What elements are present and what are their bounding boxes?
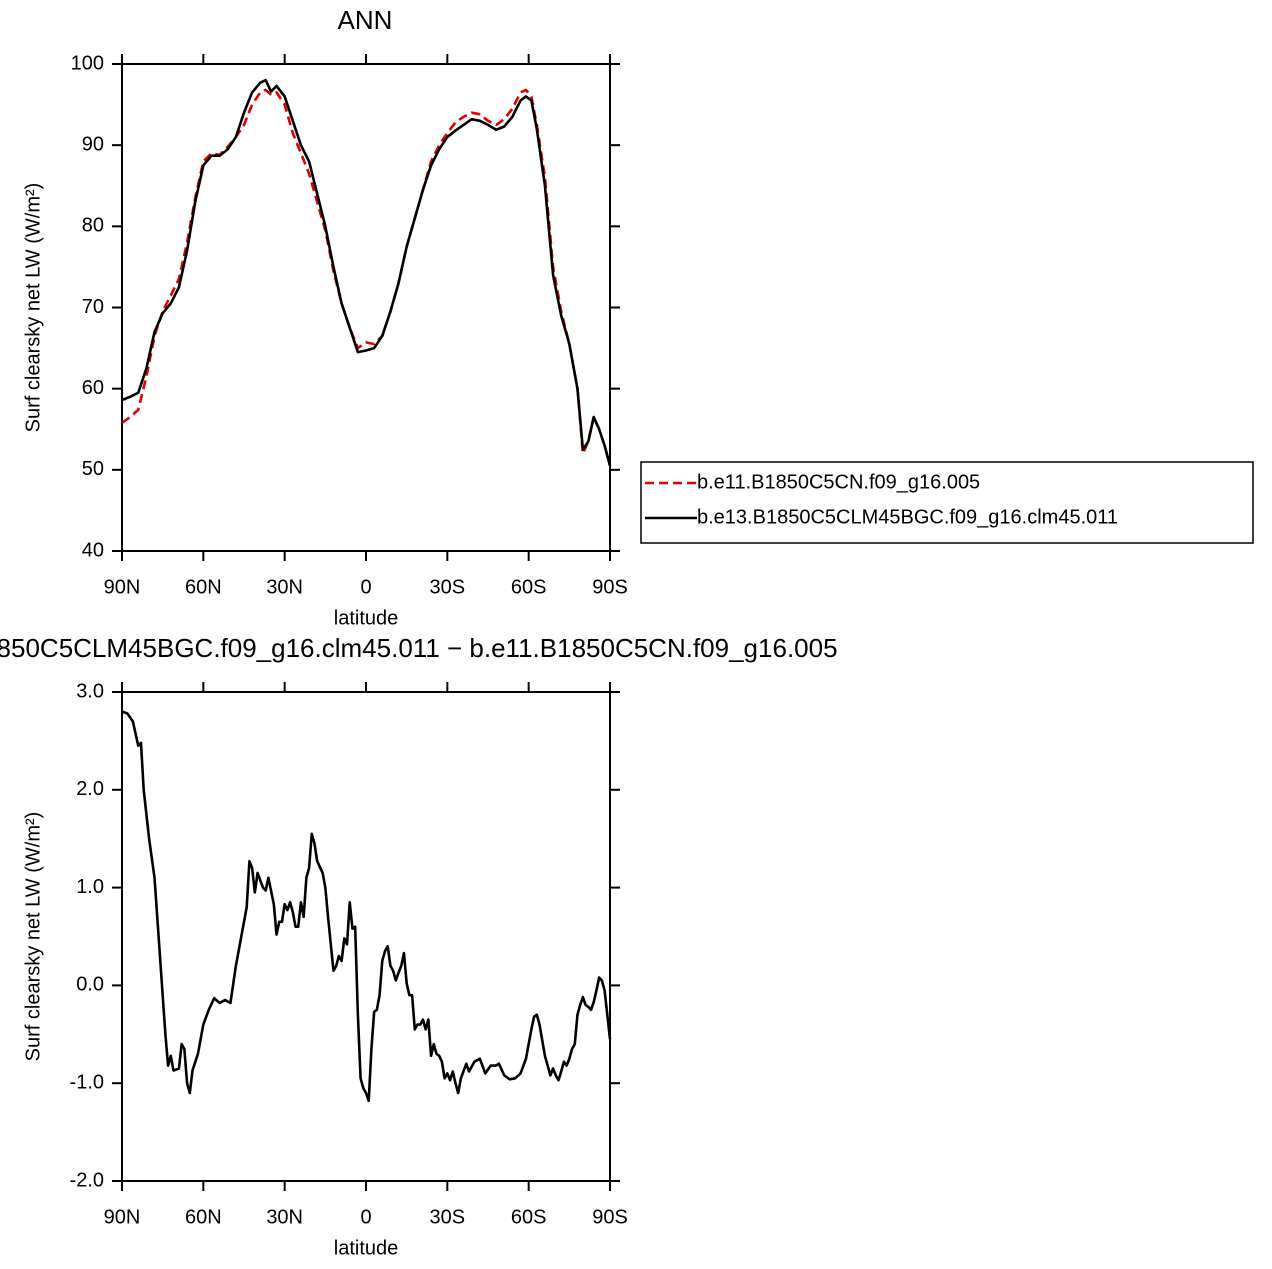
- x-tick-label: 60N: [185, 576, 222, 598]
- plot-frame: [121, 691, 611, 1182]
- y-tick-label: 0.0: [76, 974, 104, 996]
- y-tick-label: -2.0: [70, 1169, 104, 1191]
- x-tick-label: 0: [360, 576, 371, 598]
- y-tick-label: 3.0: [76, 680, 104, 702]
- y-tick-label: 90: [82, 133, 104, 155]
- y-axis-title: Surf clearsky net LW (W/m²): [22, 183, 44, 433]
- chart-title: ANN: [338, 5, 393, 35]
- x-axis-title: latitude: [334, 1237, 399, 1259]
- x-tick-label: 60S: [511, 576, 547, 598]
- y-axis-title: Surf clearsky net LW (W/m²): [22, 812, 44, 1062]
- y-tick-label: 80: [82, 215, 104, 237]
- chart-title: b.e13.B1850C5CLM45BGC.f09_g16.clm45.011 …: [0, 633, 838, 663]
- y-tick-label: 40: [82, 539, 104, 561]
- x-tick-label: 90N: [104, 1206, 141, 1228]
- legend-label: b.e11.B1850C5CN.f09_g16.005: [697, 471, 980, 493]
- x-tick-label: 90S: [592, 1206, 628, 1228]
- x-tick-label: 30N: [266, 576, 303, 598]
- data-line: [121, 78, 612, 467]
- x-tick-label: 0: [360, 1206, 371, 1228]
- x-axis-title: latitude: [334, 607, 399, 629]
- x-tick-label: 90S: [592, 576, 628, 598]
- y-tick-label: 1.0: [76, 876, 104, 898]
- y-tick-label: 100: [71, 52, 104, 74]
- data-line: [121, 710, 612, 1103]
- x-tick-label: 30S: [430, 576, 466, 598]
- y-tick-label: 70: [82, 296, 104, 318]
- x-tick-label: 90N: [104, 576, 141, 598]
- legend-box: [640, 461, 1254, 544]
- legend-label: b.e13.B1850C5CLM45BGC.f09_g16.clm45.011: [697, 506, 1118, 528]
- y-tick-label: -1.0: [70, 1071, 104, 1093]
- x-tick-label: 60S: [511, 1206, 547, 1228]
- y-tick-label: 2.0: [76, 778, 104, 800]
- x-tick-label: 30S: [430, 1206, 466, 1228]
- y-tick-label: 50: [82, 458, 104, 480]
- x-tick-label: 30N: [266, 1206, 303, 1228]
- x-tick-label: 60N: [185, 1206, 222, 1228]
- data-line: [121, 88, 612, 467]
- y-tick-label: 60: [82, 377, 104, 399]
